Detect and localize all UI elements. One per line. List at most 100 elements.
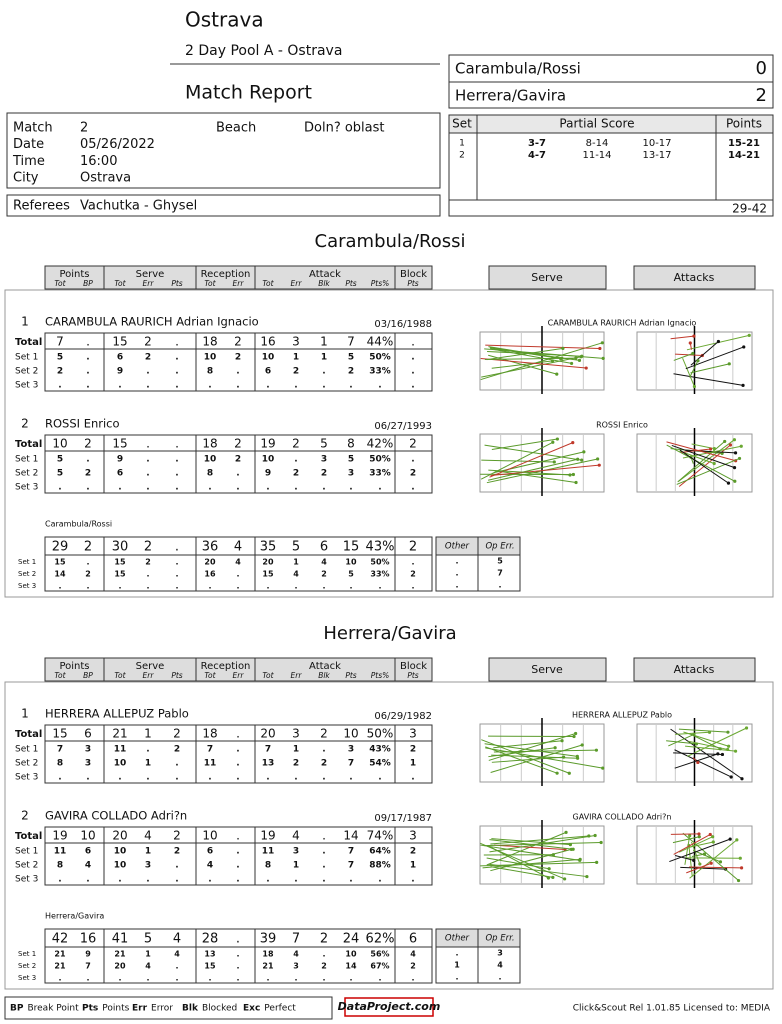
stat-value: .: [349, 875, 352, 885]
stat-value: 2: [173, 727, 181, 741]
stat-value: .: [455, 949, 458, 958]
trajectory-end: [735, 838, 739, 842]
trajectory-end: [551, 440, 555, 444]
trajectory-end: [555, 771, 559, 775]
stat-value: .: [322, 582, 325, 591]
info-value: 2: [80, 121, 88, 136]
stat-value: 7: [207, 745, 213, 755]
stat-value: 64%: [369, 847, 391, 857]
trajectory: [673, 353, 693, 361]
stat-value: 2: [321, 469, 327, 479]
trajectory: [488, 863, 587, 878]
stat-value: 2: [235, 455, 241, 465]
stat-value: .: [58, 773, 61, 783]
trajectory: [676, 457, 740, 485]
legend-key: BP: [10, 1004, 24, 1014]
stat-value: .: [175, 582, 178, 591]
trajectory-end: [580, 743, 584, 747]
trajectory: [493, 844, 566, 851]
stat-value: 6: [320, 540, 328, 555]
trajectory: [480, 342, 603, 381]
trajectory: [673, 834, 711, 855]
trajectory: [674, 749, 732, 778]
stat-value: 4: [235, 558, 241, 567]
stat-value: 2: [234, 335, 242, 349]
chart-label: Serve: [531, 663, 563, 676]
partial-score: 10-17: [642, 138, 671, 149]
row-label: Set 3: [15, 381, 38, 391]
trajectory-end: [692, 858, 696, 862]
trajectory: [682, 832, 739, 881]
trajectory-end: [560, 739, 564, 743]
stat-value: .: [322, 367, 325, 377]
stat-value: 10: [204, 353, 217, 363]
trajectory-end: [578, 858, 582, 862]
stat-value: 74%: [367, 829, 394, 843]
row-label: Set 2: [15, 469, 38, 479]
legend-text: Error: [151, 1004, 173, 1014]
trajectory: [493, 469, 577, 484]
row-label: Total: [15, 439, 42, 450]
stat-value: 1: [145, 950, 151, 959]
stat-value: .: [146, 745, 149, 755]
stat-value: 14: [54, 570, 66, 579]
stat-value: .: [208, 483, 211, 493]
version: Click&Scout Rel 1.01.85 Licensed to: MED…: [573, 1004, 771, 1014]
partial-score: 4-7: [528, 150, 546, 161]
column-label: Pts: [345, 671, 356, 680]
team-section: [4, 681, 774, 990]
trajectory: [686, 862, 712, 874]
stat-value: .: [322, 875, 325, 885]
stat-value: 1: [293, 745, 299, 755]
row-label: Set 3: [18, 582, 36, 590]
trajectory: [488, 354, 557, 375]
stat-value: 15: [262, 570, 274, 579]
stat-value: 4: [410, 950, 416, 959]
stat-value: 19: [260, 829, 275, 843]
trajectory: [485, 747, 603, 769]
title: Ostrava: [185, 8, 264, 32]
stat-value: .: [146, 367, 149, 377]
stat-value: 21: [54, 950, 66, 959]
trajectory: [480, 842, 565, 880]
trajectory-end: [688, 341, 692, 345]
trajectory-end: [574, 480, 578, 485]
stat-value: 14: [345, 962, 357, 971]
trajectory-end: [571, 847, 575, 851]
info-value: 16:00: [80, 154, 117, 169]
partial-header: Set: [452, 117, 472, 131]
trajectory-end: [688, 834, 692, 838]
stat-value: .: [294, 455, 297, 465]
trajectory: [681, 448, 711, 453]
stat-value: 11: [114, 745, 127, 755]
stat-value: 20: [260, 727, 275, 741]
stat-value: .: [146, 875, 149, 885]
stat-value: 2: [145, 558, 151, 567]
column-label: Err: [233, 671, 245, 680]
player-name: ROSSI Enrico: [45, 417, 120, 431]
subtitle: 2 Day Pool A - Ostrava: [185, 43, 342, 59]
trajectory-end: [727, 744, 731, 748]
stat-value: 2: [145, 353, 151, 363]
trajectory-end: [729, 775, 733, 779]
stat-value: .: [146, 582, 149, 591]
trajectory: [690, 733, 721, 750]
stat-value: .: [455, 973, 458, 982]
stat-value: 4: [174, 950, 180, 959]
stat-value: 2: [410, 962, 416, 971]
stat-value: .: [294, 483, 297, 493]
stat-value: 3: [497, 949, 503, 958]
stat-value: 10: [202, 829, 217, 843]
stat-value: 6: [409, 932, 417, 947]
stat-value: .: [86, 558, 89, 567]
column-label: BP: [83, 279, 93, 288]
stat-value: 33%: [369, 469, 391, 479]
stat-value: 3: [348, 745, 354, 755]
stat-value: 20: [262, 558, 274, 567]
trajectory: [669, 838, 731, 863]
stat-value: 5: [320, 437, 328, 451]
stat-value: 3: [292, 335, 300, 349]
stat-value: .: [175, 875, 178, 885]
trajectory: [489, 346, 561, 360]
player-name: GAVIRA COLLADO Adri?n: [45, 809, 187, 823]
